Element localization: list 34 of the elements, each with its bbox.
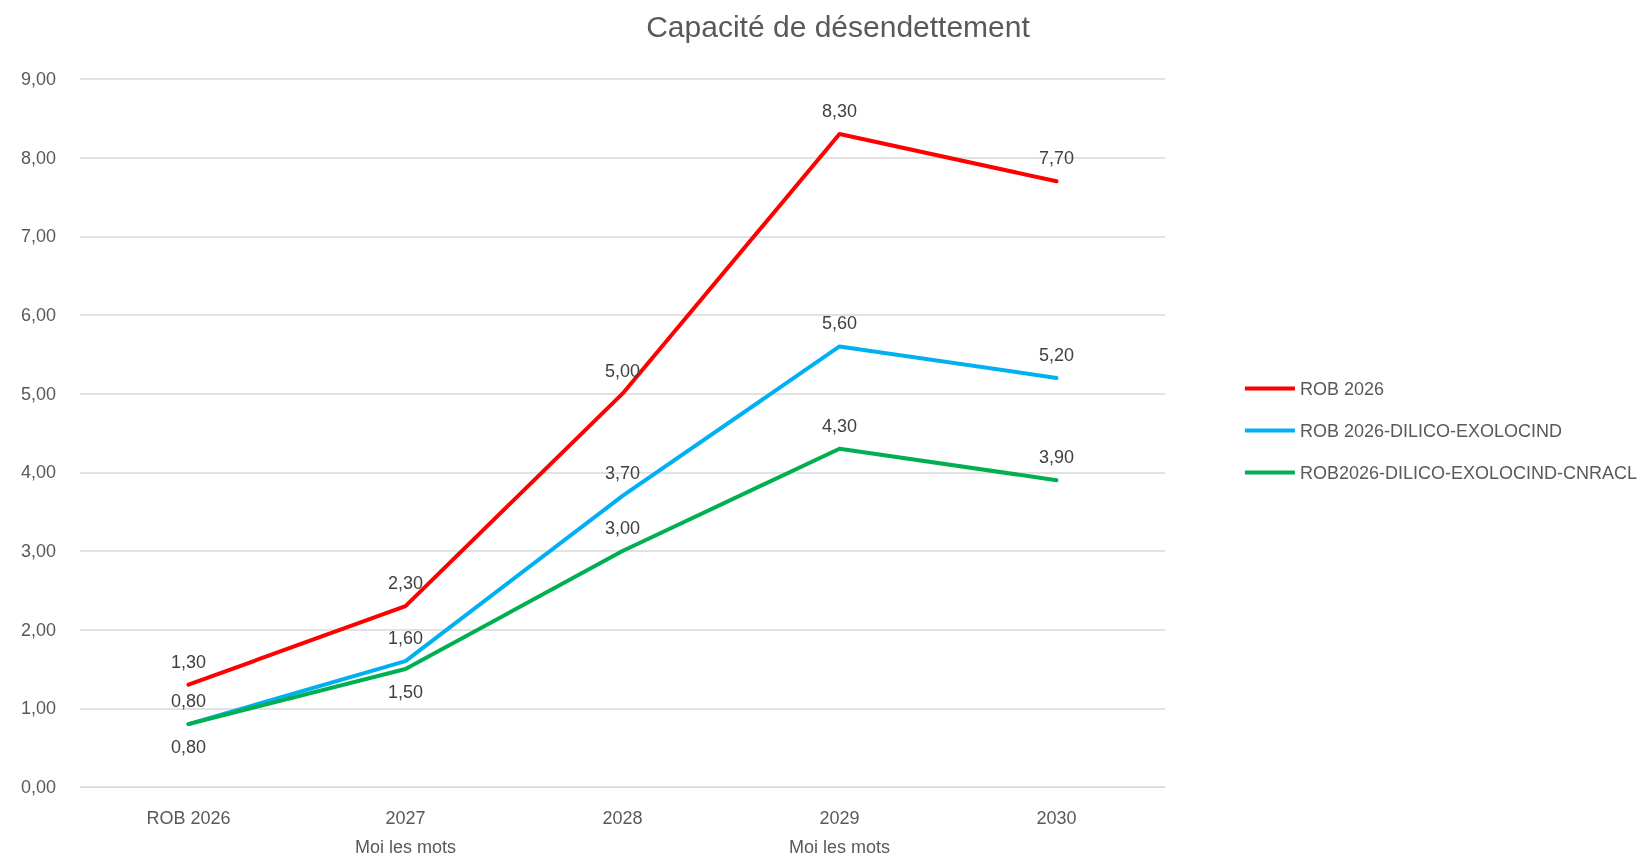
data-label: 1,30	[170, 651, 207, 672]
y-tick-label: 2,00	[20, 619, 56, 640]
data-label: 5,20	[1038, 344, 1075, 365]
x-tick-label: 2028	[602, 807, 643, 828]
x-tick-label: 2029 Moi les mots	[788, 807, 891, 857]
y-tick-label: 7,00	[20, 226, 56, 247]
legend-label: ROB 2026-DILICO-EXOLOCIND	[1299, 420, 1562, 441]
data-label: 8,30	[821, 101, 858, 122]
y-tick-label: 8,00	[20, 147, 56, 168]
legend-label: ROB 2026	[1299, 378, 1384, 399]
legend-label: ROB2026-DILICO-EXOLOCIND-CNRACL	[1299, 462, 1637, 483]
data-label: 2,30	[387, 573, 424, 594]
y-tick-label: 1,00	[20, 698, 56, 719]
data-label: 7,70	[1038, 148, 1075, 169]
data-label: 3,70	[604, 462, 641, 483]
y-tick-label: 9,00	[20, 69, 56, 89]
y-tick-label: 3,00	[20, 541, 56, 561]
y-tick-label: 6,00	[20, 305, 56, 325]
x-tick-label: 2027 Moi les mots	[354, 807, 457, 857]
data-label: 3,90	[1038, 447, 1075, 468]
data-label: 5,60	[821, 313, 858, 334]
data-label: 5,00	[604, 360, 641, 381]
y-tick-label: 4,00	[20, 462, 56, 483]
data-label: 0,80	[170, 691, 207, 712]
data-label: 4,30	[821, 415, 858, 436]
y-tick-label: 0,00	[20, 777, 56, 797]
chart-title: Capacité de désendettement	[646, 9, 1031, 43]
y-tick-label: 5,00	[20, 383, 56, 404]
data-label: 3,00	[604, 518, 641, 538]
x-tick-label: ROB 2026	[146, 807, 231, 828]
data-label: 1,50	[387, 682, 424, 702]
x-tick-label: 2030	[1036, 807, 1077, 828]
data-label: 0,80	[170, 737, 207, 758]
data-label: 1,60	[387, 628, 424, 649]
